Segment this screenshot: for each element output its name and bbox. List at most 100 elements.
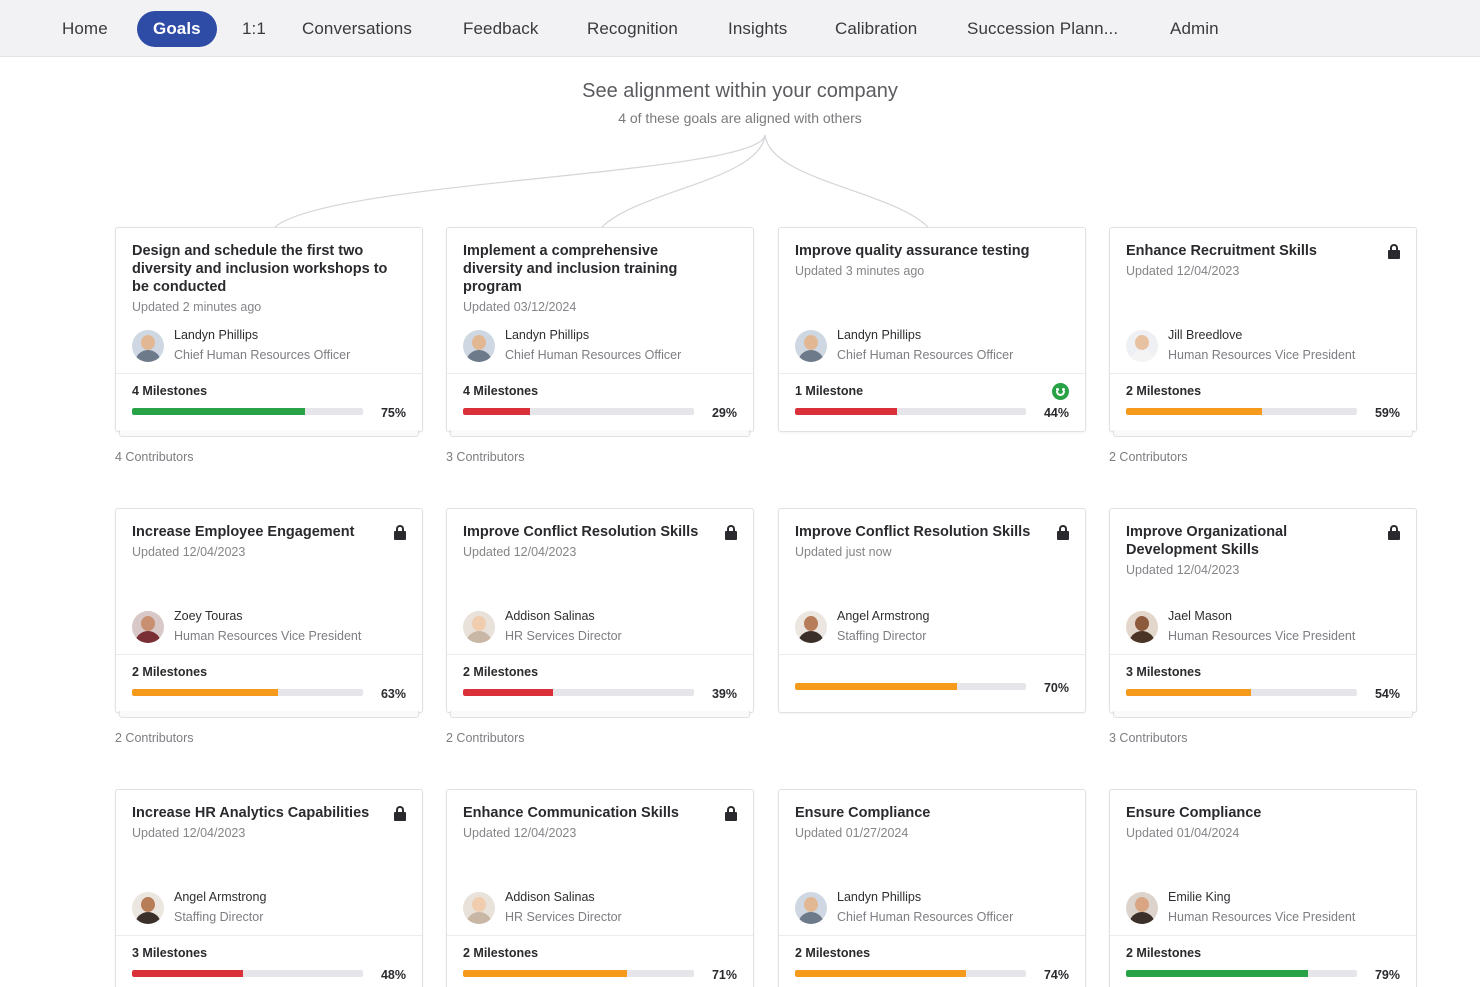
goal-updated: Updated 12/04/2023	[1126, 264, 1240, 278]
connector-line-2	[601, 134, 766, 228]
progress-bar	[463, 970, 694, 977]
milestones-count[interactable]: 2 Milestones	[463, 946, 539, 960]
goal-title[interactable]: Improve quality assurance testing	[795, 243, 1030, 259]
contributors-count[interactable]: 4 Contributors	[115, 450, 194, 464]
goal-card[interactable]: Design and schedule the first two divers…	[115, 227, 423, 437]
owner-role: Chief Human Resources Officer	[505, 348, 682, 362]
progress-fill	[132, 408, 306, 415]
progress-percent: 63%	[380, 687, 406, 701]
owner-name: Angel Armstrong	[174, 890, 267, 904]
owner-role: Chief Human Resources Officer	[174, 348, 351, 362]
progress-fill	[795, 408, 897, 415]
goal-card[interactable]: Improve Conflict Resolution Skills Updat…	[446, 508, 754, 718]
goal-updated: Updated 12/04/2023	[463, 545, 577, 559]
milestones-count[interactable]: 2 Milestones	[1126, 384, 1202, 398]
goal-title[interactable]: Improve Organizational Development Skill…	[1126, 524, 1288, 558]
goal-title[interactable]: Implement a comprehensive diversity and …	[463, 243, 678, 295]
milestones-count[interactable]: 2 Milestones	[1126, 946, 1202, 960]
milestones-count[interactable]: 2 Milestones	[132, 665, 208, 679]
goal-updated: Updated 3 minutes ago	[795, 264, 925, 278]
milestones-count[interactable]: 2 Milestones	[463, 665, 539, 679]
nav-one-on-one[interactable]: 1:1	[242, 19, 266, 38]
alignment-title: See alignment within your company	[582, 80, 898, 102]
nav-calibration[interactable]: Calibration	[835, 19, 918, 38]
milestones-count[interactable]: 4 Milestones	[132, 384, 208, 398]
progress-percent: 75%	[380, 406, 406, 420]
progress-percent: 29%	[711, 406, 737, 420]
goal-updated: Updated 01/27/2024	[795, 826, 909, 840]
nav-admin[interactable]: Admin	[1170, 19, 1219, 38]
lock-icon	[1388, 525, 1400, 540]
goal-title[interactable]: Improve Conflict Resolution Skills	[463, 524, 699, 540]
contributors-count[interactable]: 3 Contributors	[446, 450, 525, 464]
contributors-count[interactable]: 2 Contributors	[115, 731, 194, 745]
goal-title[interactable]: Enhance Communication Skills	[463, 805, 679, 821]
nav-insights[interactable]: Insights	[728, 19, 788, 38]
contributors-count[interactable]: 2 Contributors	[446, 731, 525, 745]
alignment-subtitle: 4 of these goals are aligned with others	[618, 110, 862, 126]
milestones-count[interactable]: 4 Milestones	[463, 384, 539, 398]
milestones-count[interactable]: 1 Milestone	[795, 384, 864, 398]
avatar	[463, 892, 495, 924]
goal-title[interactable]: Enhance Recruitment Skills	[1126, 243, 1317, 259]
contributors-count[interactable]: 2 Contributors	[1109, 450, 1188, 464]
nav-recognition[interactable]: Recognition	[587, 19, 678, 38]
nav-conversations[interactable]: Conversations	[302, 19, 412, 38]
nav-goals[interactable]: Goals	[137, 11, 217, 47]
progress-fill	[463, 408, 530, 415]
owner-name: Landyn Phillips	[837, 328, 922, 342]
progress-bar	[795, 408, 1026, 415]
card-divider	[116, 935, 422, 936]
goal-title[interactable]: Increase Employee Engagement	[132, 524, 355, 540]
owner-name: Landyn Phillips	[837, 890, 922, 904]
goal-owner: Angel Armstrong Staffing Director	[795, 609, 1075, 645]
goal-card[interactable]: Implement a comprehensive diversity and …	[446, 227, 754, 437]
milestones-count[interactable]: 2 Milestones	[795, 946, 871, 960]
card-divider	[779, 654, 1085, 655]
goal-title[interactable]: Ensure Compliance	[795, 805, 931, 821]
goal-card[interactable]: Enhance Communication Skills Updated 12/…	[446, 789, 754, 987]
goal-card[interactable]: Increase HR Analytics Capabilities Updat…	[115, 789, 423, 987]
nav-home[interactable]: Home	[62, 19, 108, 38]
contributors-count[interactable]: 3 Contributors	[1109, 731, 1188, 745]
milestones-count[interactable]: 3 Milestones	[132, 946, 208, 960]
progress-percent: 71%	[711, 968, 737, 982]
nav-feedback[interactable]: Feedback	[463, 19, 539, 38]
goal-card[interactable]: Increase Employee Engagement Updated 12/…	[115, 508, 423, 718]
card-header: Improve Conflict Resolution Skills Updat…	[447, 509, 753, 559]
goal-title[interactable]: Increase HR Analytics Capabilities	[132, 805, 370, 821]
progress-fill	[463, 970, 627, 977]
milestones-count[interactable]: 3 Milestones	[1126, 665, 1202, 679]
avatar	[132, 330, 164, 362]
card-header: Ensure Compliance Updated 01/04/2024	[1110, 790, 1416, 840]
goal-owner: Landyn Phillips Chief Human Resources Of…	[795, 328, 1075, 364]
progress-fill	[132, 970, 243, 977]
owner-name: Addison Salinas	[505, 609, 595, 623]
card-header: Increase Employee Engagement Updated 12/…	[116, 509, 422, 559]
owner-role: Chief Human Resources Officer	[837, 910, 1014, 924]
card-header: Enhance Communication Skills Updated 12/…	[447, 790, 753, 840]
owner-name: Zoey Touras	[174, 609, 243, 623]
goal-updated: Updated 03/12/2024	[463, 300, 577, 314]
nav-succession-planning[interactable]: Succession Plann...	[967, 19, 1119, 38]
owner-name: Jael Mason	[1168, 609, 1232, 623]
progress-percent: 79%	[1374, 968, 1400, 982]
progress-bar	[132, 970, 363, 977]
owner-role: Human Resources Vice President	[1168, 629, 1356, 643]
owner-role: Human Resources Vice President	[1168, 910, 1356, 924]
goal-card[interactable]: Ensure Compliance Updated 01/04/2024 Emi…	[1109, 789, 1417, 987]
lock-icon	[1388, 244, 1400, 259]
avatar	[463, 611, 495, 643]
progress-fill	[1126, 970, 1309, 977]
goal-card[interactable]: Improve Conflict Resolution Skills Updat…	[778, 508, 1086, 713]
goal-title[interactable]: Design and schedule the first two divers…	[132, 243, 388, 295]
progress-percent: 54%	[1374, 687, 1400, 701]
goal-title[interactable]: Improve Conflict Resolution Skills	[795, 524, 1031, 540]
goal-owner: Landyn Phillips Chief Human Resources Of…	[463, 328, 743, 364]
goal-card[interactable]: Enhance Recruitment Skills Updated 12/04…	[1109, 227, 1417, 437]
goal-card[interactable]: Ensure Compliance Updated 01/27/2024 Lan…	[778, 789, 1086, 987]
goal-title[interactable]: Ensure Compliance	[1126, 805, 1262, 821]
goal-card[interactable]: Improve Organizational Development Skill…	[1109, 508, 1417, 718]
owner-role: Chief Human Resources Officer	[837, 348, 1014, 362]
goal-card[interactable]: Improve quality assurance testing Update…	[778, 227, 1086, 432]
